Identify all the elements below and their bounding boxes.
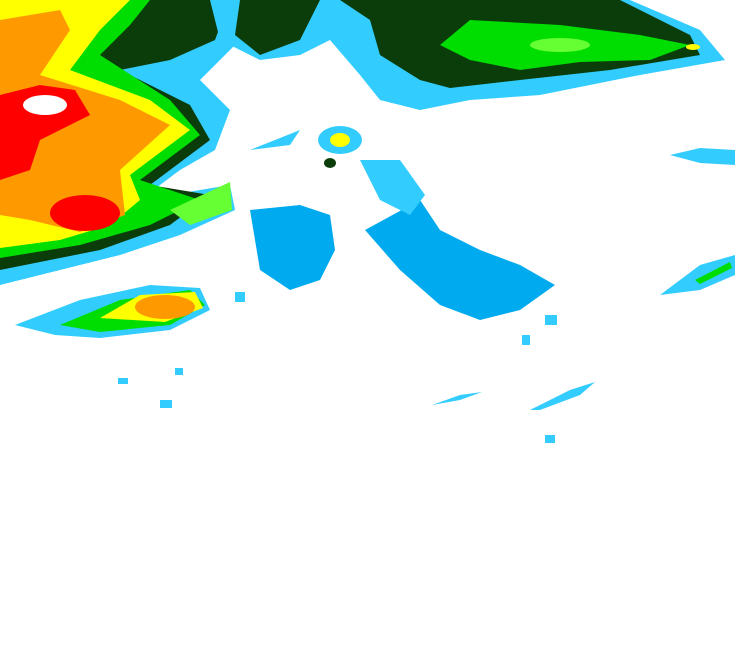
echo-red [0,85,90,180]
storm-cell-northeast [210,0,725,110]
echo-blue [365,200,555,320]
echo-blue [250,205,335,290]
echo-yellow [330,133,350,147]
echo-cyan [175,368,183,375]
southern-streaks [118,292,595,443]
echo-cyan [160,400,172,408]
echo-cyan [522,335,530,345]
echo-cyan [545,315,557,325]
echo-light-green [530,38,590,52]
scattered-echoes [250,126,735,320]
storm-cell-southwest [15,285,210,338]
echo-dark-green [324,158,336,168]
echo-yellow [686,44,700,50]
echo-cyan [118,378,128,384]
echo-cyan [660,255,735,295]
echo-cyan [545,435,555,443]
echo-cyan [670,148,735,165]
echo-cyan [530,382,595,410]
echo-tail-green [170,182,232,225]
echo-green [695,262,732,284]
echo-orange [135,295,195,319]
echo-peak [23,95,67,115]
storm-cell-northwest [0,0,250,285]
echo-cyan [250,130,300,150]
echo-cyan [432,392,482,405]
echo-red [50,195,120,231]
echo-orange [0,10,170,232]
echo-cyan [360,160,425,215]
echo-cyan [235,292,245,302]
